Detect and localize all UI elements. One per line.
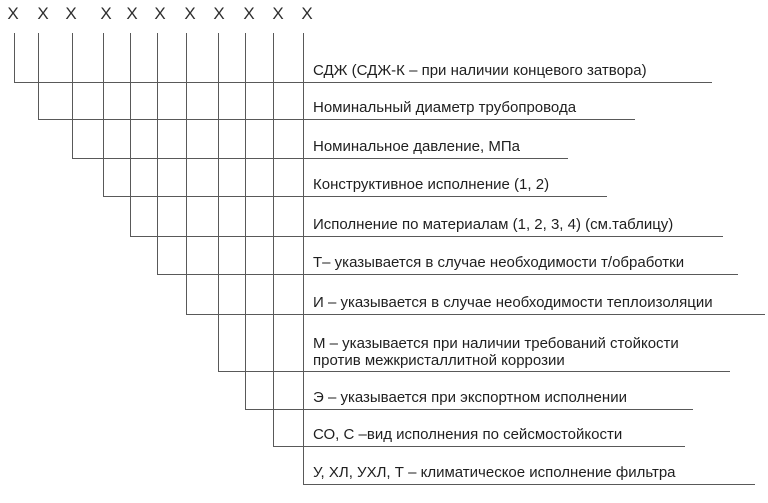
row-label: Номинальный диаметр трубопровода xyxy=(313,99,577,116)
code-position-mark-1: Х xyxy=(7,4,19,23)
label-underline xyxy=(245,409,693,410)
label-underline xyxy=(14,82,712,83)
connector-vertical-line xyxy=(303,33,304,485)
connector-vertical-line xyxy=(273,33,274,447)
row-label: Конструктивное исполнение (1, 2) xyxy=(313,176,550,193)
connector-vertical-line xyxy=(218,33,219,372)
label-underline xyxy=(38,119,635,120)
connector-vertical-line xyxy=(186,33,187,315)
row-label: Т– указывается в случае необходимости т/… xyxy=(313,254,685,271)
row-label: И – указывается в случае необходимости т… xyxy=(313,294,713,311)
row-label: СДЖ (СДЖ-К – при наличии концевого затво… xyxy=(313,62,647,79)
connector-vertical-line xyxy=(103,33,104,197)
code-position-mark-11: Х xyxy=(301,4,313,23)
row-label: Номинальное давление, МПа xyxy=(313,138,520,155)
row-label-line2: против межкристаллитной коррозии xyxy=(313,352,565,369)
code-position-mark-4: Х xyxy=(100,4,112,23)
code-position-mark-10: Х xyxy=(272,4,284,23)
code-position-mark-6: Х xyxy=(154,4,166,23)
connector-vertical-line xyxy=(245,33,246,410)
code-position-mark-5: Х xyxy=(126,4,138,23)
row-label: Э – указывается при экспортном исполнени… xyxy=(313,389,627,406)
label-underline xyxy=(273,446,685,447)
label-underline xyxy=(218,371,730,372)
label-underline xyxy=(130,236,723,237)
code-position-mark-2: Х xyxy=(37,4,49,23)
row-label: Исполнение по материалам (1, 2, 3, 4) (с… xyxy=(313,216,674,233)
connector-vertical-line xyxy=(14,33,15,83)
connector-vertical-line xyxy=(72,33,73,159)
row-label: У, ХЛ, УХЛ, Т – климатическое исполнение… xyxy=(313,464,676,481)
row-label: СО, С –вид исполнения по сейсмостойкости xyxy=(313,426,623,443)
label-underline xyxy=(103,196,607,197)
connector-vertical-line xyxy=(130,33,131,237)
label-underline xyxy=(157,274,738,275)
connector-vertical-line xyxy=(157,33,158,275)
label-underline xyxy=(303,484,755,485)
code-position-mark-9: Х xyxy=(243,4,255,23)
code-position-mark-8: Х xyxy=(213,4,225,23)
row-label: М – указывается при наличии требований с… xyxy=(313,335,679,369)
connector-vertical-line xyxy=(38,33,39,120)
label-underline xyxy=(186,314,765,315)
row-label-line1: М – указывается при наличии требований с… xyxy=(313,335,679,352)
code-position-mark-3: Х xyxy=(65,4,77,23)
label-underline xyxy=(72,158,568,159)
code-position-mark-7: Х xyxy=(184,4,196,23)
